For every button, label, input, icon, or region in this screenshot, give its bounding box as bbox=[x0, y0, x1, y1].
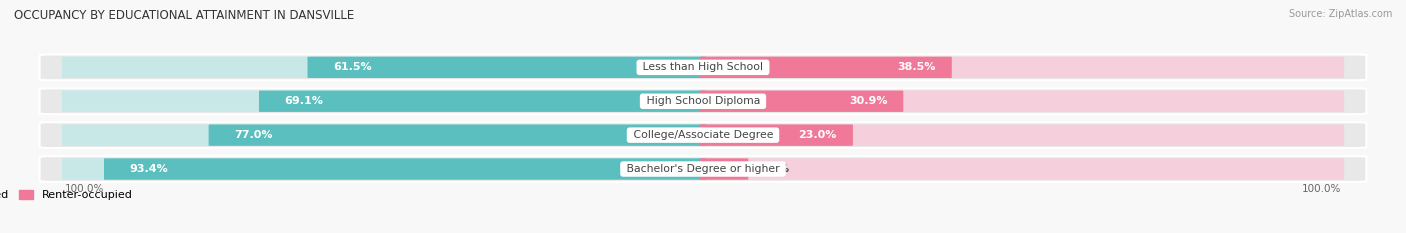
Text: Less than High School: Less than High School bbox=[640, 62, 766, 72]
FancyBboxPatch shape bbox=[39, 55, 1367, 80]
Text: 38.5%: 38.5% bbox=[897, 62, 936, 72]
FancyBboxPatch shape bbox=[700, 124, 853, 146]
Text: 100.0%: 100.0% bbox=[65, 184, 104, 194]
Text: 30.9%: 30.9% bbox=[849, 96, 887, 106]
Text: 61.5%: 61.5% bbox=[333, 62, 371, 72]
FancyBboxPatch shape bbox=[208, 124, 706, 146]
FancyBboxPatch shape bbox=[700, 158, 1344, 180]
FancyBboxPatch shape bbox=[39, 88, 1367, 114]
FancyBboxPatch shape bbox=[104, 158, 706, 180]
FancyBboxPatch shape bbox=[62, 91, 706, 112]
FancyBboxPatch shape bbox=[700, 57, 952, 78]
Text: 23.0%: 23.0% bbox=[799, 130, 837, 140]
Text: 6.6%: 6.6% bbox=[758, 164, 789, 174]
Legend: Owner-occupied, Renter-occupied: Owner-occupied, Renter-occupied bbox=[0, 185, 136, 205]
FancyBboxPatch shape bbox=[62, 124, 706, 146]
Text: 77.0%: 77.0% bbox=[235, 130, 273, 140]
FancyBboxPatch shape bbox=[700, 91, 1344, 112]
FancyBboxPatch shape bbox=[39, 122, 1367, 148]
Text: 69.1%: 69.1% bbox=[284, 96, 323, 106]
FancyBboxPatch shape bbox=[62, 57, 706, 78]
FancyBboxPatch shape bbox=[259, 91, 706, 112]
Text: Bachelor's Degree or higher: Bachelor's Degree or higher bbox=[623, 164, 783, 174]
Text: College/Associate Degree: College/Associate Degree bbox=[630, 130, 776, 140]
Text: OCCUPANCY BY EDUCATIONAL ATTAINMENT IN DANSVILLE: OCCUPANCY BY EDUCATIONAL ATTAINMENT IN D… bbox=[14, 9, 354, 22]
Text: High School Diploma: High School Diploma bbox=[643, 96, 763, 106]
Text: 93.4%: 93.4% bbox=[129, 164, 169, 174]
FancyBboxPatch shape bbox=[700, 124, 1344, 146]
Text: 100.0%: 100.0% bbox=[1302, 184, 1341, 194]
FancyBboxPatch shape bbox=[700, 57, 1344, 78]
FancyBboxPatch shape bbox=[308, 57, 706, 78]
FancyBboxPatch shape bbox=[700, 91, 903, 112]
FancyBboxPatch shape bbox=[700, 158, 748, 180]
FancyBboxPatch shape bbox=[39, 156, 1367, 182]
Text: Source: ZipAtlas.com: Source: ZipAtlas.com bbox=[1288, 9, 1392, 19]
FancyBboxPatch shape bbox=[62, 158, 706, 180]
